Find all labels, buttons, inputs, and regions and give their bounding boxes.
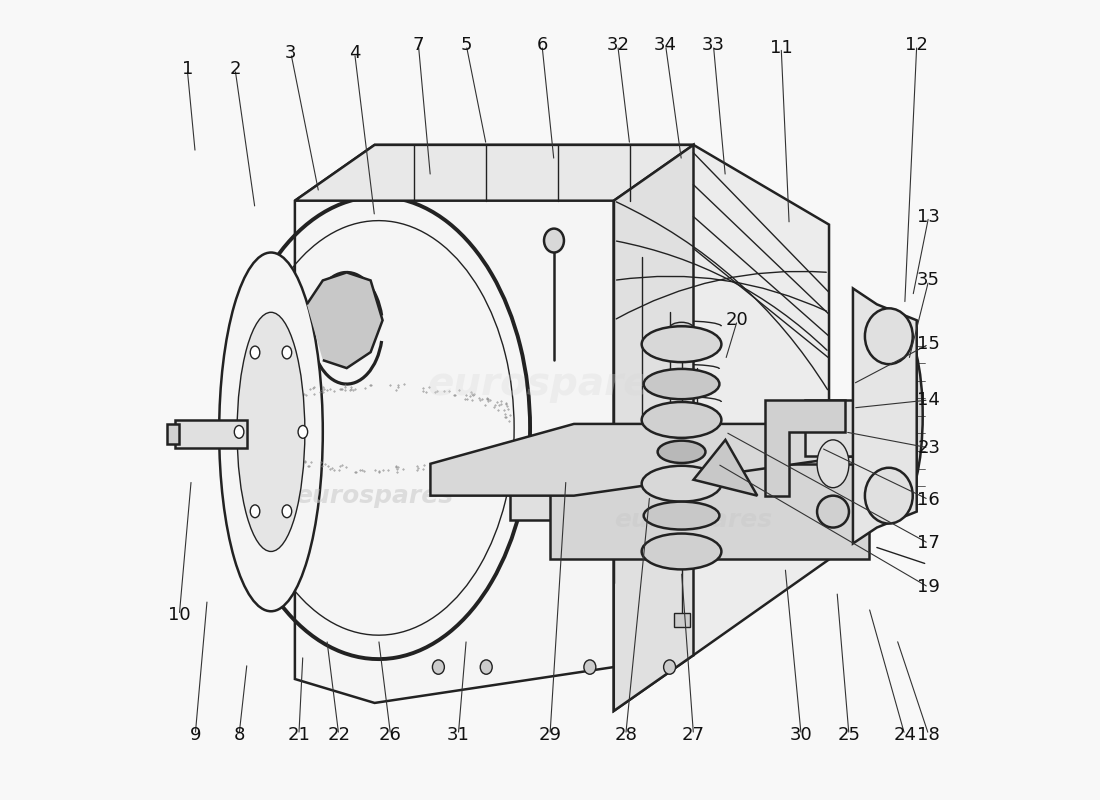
Text: 31: 31: [447, 726, 470, 744]
Text: 26: 26: [379, 726, 401, 744]
Text: 7: 7: [412, 36, 425, 54]
Polygon shape: [693, 440, 757, 496]
Text: 18: 18: [917, 726, 940, 744]
Text: 1: 1: [182, 60, 192, 78]
Text: 33: 33: [702, 36, 725, 54]
Text: 23: 23: [917, 439, 940, 457]
Polygon shape: [852, 288, 916, 543]
Polygon shape: [307, 273, 383, 368]
Text: 9: 9: [189, 726, 201, 744]
Text: 11: 11: [770, 38, 793, 57]
Ellipse shape: [238, 312, 305, 551]
Polygon shape: [510, 456, 852, 519]
Polygon shape: [550, 464, 869, 559]
Text: 17: 17: [917, 534, 940, 553]
Ellipse shape: [658, 441, 705, 463]
FancyBboxPatch shape: [167, 424, 179, 444]
Text: 21: 21: [287, 726, 310, 744]
Text: 16: 16: [917, 490, 940, 509]
Ellipse shape: [481, 660, 492, 674]
Text: 14: 14: [917, 391, 940, 409]
Text: 27: 27: [682, 726, 705, 744]
Text: 12: 12: [905, 36, 928, 54]
Text: 6: 6: [537, 36, 548, 54]
Text: eurospares: eurospares: [296, 484, 453, 508]
Ellipse shape: [584, 660, 596, 674]
Text: 34: 34: [654, 36, 678, 54]
FancyBboxPatch shape: [175, 420, 248, 448]
Text: 30: 30: [790, 726, 813, 744]
Text: 29: 29: [539, 726, 561, 744]
Text: 19: 19: [917, 578, 940, 596]
Ellipse shape: [879, 328, 923, 504]
Polygon shape: [430, 424, 852, 496]
Ellipse shape: [544, 229, 564, 253]
Ellipse shape: [432, 660, 444, 674]
Polygon shape: [766, 400, 845, 496]
Polygon shape: [295, 145, 693, 703]
Ellipse shape: [641, 402, 722, 438]
Ellipse shape: [219, 253, 322, 611]
Ellipse shape: [817, 496, 849, 527]
Polygon shape: [614, 145, 693, 711]
Ellipse shape: [663, 660, 675, 674]
Ellipse shape: [641, 466, 722, 502]
FancyBboxPatch shape: [805, 400, 861, 456]
Text: 15: 15: [917, 335, 940, 353]
Ellipse shape: [234, 426, 244, 438]
Text: eurospares: eurospares: [615, 507, 772, 531]
Text: 3: 3: [285, 44, 297, 62]
Text: 28: 28: [614, 726, 637, 744]
Ellipse shape: [817, 440, 849, 488]
Text: 35: 35: [917, 271, 940, 290]
Text: 32: 32: [606, 36, 629, 54]
Polygon shape: [614, 145, 829, 711]
Ellipse shape: [644, 502, 719, 530]
Text: 4: 4: [349, 44, 361, 62]
Text: eurospares: eurospares: [427, 365, 673, 403]
Text: 13: 13: [917, 208, 940, 226]
Ellipse shape: [282, 346, 292, 359]
Ellipse shape: [250, 346, 260, 359]
Ellipse shape: [250, 505, 260, 518]
Ellipse shape: [641, 534, 722, 570]
Ellipse shape: [282, 505, 292, 518]
Text: 24: 24: [893, 726, 916, 744]
Text: 10: 10: [168, 606, 190, 624]
Polygon shape: [295, 145, 693, 201]
Text: 2: 2: [229, 60, 241, 78]
Text: 22: 22: [327, 726, 350, 744]
Ellipse shape: [865, 308, 913, 364]
Ellipse shape: [641, 326, 722, 362]
Ellipse shape: [644, 369, 719, 399]
Text: 5: 5: [461, 36, 472, 54]
Text: 20: 20: [726, 311, 749, 330]
FancyBboxPatch shape: [673, 613, 690, 627]
Ellipse shape: [298, 426, 308, 438]
Ellipse shape: [670, 322, 693, 334]
Ellipse shape: [865, 468, 913, 523]
Text: 25: 25: [837, 726, 860, 744]
Text: 8: 8: [233, 726, 245, 744]
Ellipse shape: [816, 426, 826, 438]
